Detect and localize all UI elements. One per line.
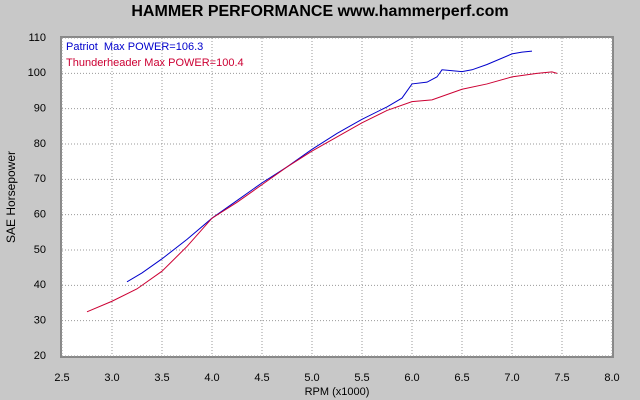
x-tick-label: 2.5 (54, 372, 69, 384)
series-line (126, 50, 533, 283)
x-tick-label: 6.5 (454, 372, 469, 384)
x-axis-label: RPM (x1000) (305, 386, 370, 398)
y-tick-label: 50 (34, 244, 46, 256)
legend-entry: Thunderheader Max POWER=100.4 (66, 57, 244, 69)
x-tick-label: 5.0 (304, 372, 319, 384)
y-tick-label: 60 (34, 209, 46, 221)
y-tick-label: 40 (34, 279, 46, 291)
y-tick-label: 100 (28, 67, 46, 79)
y-tick-label: 110 (28, 32, 46, 44)
x-tick-label: 3.0 (104, 372, 119, 384)
x-tick-label: 5.5 (354, 372, 369, 384)
chart-title: HAMMER PERFORMANCE www.hammerperf.com (131, 3, 508, 20)
x-tick-label: 7.0 (504, 372, 519, 384)
series-line (86, 71, 558, 313)
y-tick-label: 20 (34, 350, 46, 362)
y-tick-label: 90 (34, 103, 46, 115)
y-tick-label: 80 (34, 138, 46, 150)
y-tick-label: 30 (34, 315, 46, 327)
x-tick-label: 8.0 (604, 372, 619, 384)
plot-area (62, 38, 612, 356)
x-tick-label: 7.5 (554, 372, 569, 384)
x-tick-label: 3.5 (154, 372, 169, 384)
x-tick-label: 6.0 (404, 372, 419, 384)
legend-entry: Patriot Max POWER=106.3 (66, 41, 203, 53)
x-tick-label: 4.5 (254, 372, 269, 384)
x-tick-label: 4.0 (204, 372, 219, 384)
y-tick-label: 70 (34, 173, 46, 185)
y-axis-label: SAE Horsepower (4, 151, 18, 243)
